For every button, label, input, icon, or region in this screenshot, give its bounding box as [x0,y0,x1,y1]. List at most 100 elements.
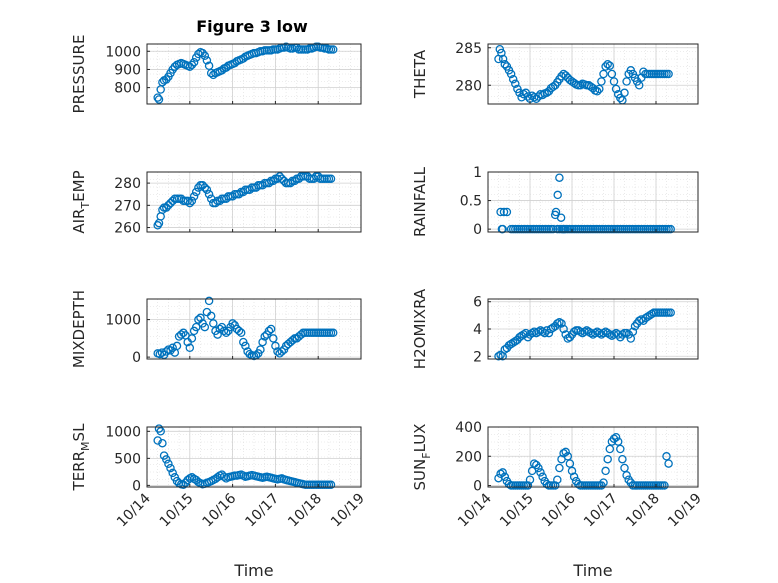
data-point [500,59,510,69]
data-point [544,328,554,338]
data-point [521,328,531,338]
data-point [607,69,617,79]
data-point [172,341,182,351]
data-point [618,330,627,339]
data-point [153,436,162,445]
data-point [209,70,218,80]
data-point [187,334,197,343]
data-point [548,82,558,91]
data-point [532,94,541,104]
data-point [213,473,222,482]
data-point [202,56,212,65]
y-tick-label: 280 [455,78,482,94]
data-point [183,196,192,206]
data-point [168,468,177,478]
data-point [620,88,629,98]
y-axis-label: H2OMIXRA [411,288,429,369]
x-tick-label: 10/17 [242,491,282,531]
data-point [309,174,319,183]
data-point [187,196,197,206]
data-point [234,189,244,199]
data-point [166,198,175,208]
data-point [647,309,657,319]
data-point [181,478,190,487]
data-point [154,95,164,104]
data-point [328,45,338,54]
data-point [499,207,509,217]
data-point [234,326,244,336]
data-point [563,452,573,461]
data-point [176,330,186,339]
data-point [538,327,547,336]
data-point [508,338,518,347]
data-point [497,224,507,234]
data-point [189,57,199,67]
data-point [588,330,598,339]
axes-box [487,43,699,105]
data-point [660,481,669,490]
data-point [574,326,583,335]
data-point [166,463,175,473]
data-point [613,437,623,446]
data-point [664,459,673,468]
data-point [553,190,562,200]
data-point [628,327,638,336]
y-tick-label: 1 [473,165,482,181]
data-point [498,54,508,64]
data-point [187,473,197,482]
data-point [550,481,560,490]
data-point [624,330,633,339]
data-point [576,327,585,336]
data-point [569,327,579,336]
data-point [204,61,214,71]
data-point [511,79,520,89]
subplot-terr_msl: 0 500 1000 10/14 10/15 10/16 10/17 10/18 10/19 Ti… [70,423,368,580]
data-point [508,74,518,84]
data-point [228,319,237,328]
data-point [534,463,543,473]
x-tick-label: 10/14 [455,490,495,530]
data-point [584,81,594,90]
data-point [506,69,516,79]
y-tick-label: 6 [473,295,482,311]
y-tick-label: 400 [455,420,482,436]
data-point [590,328,600,338]
y-tick-label: 200 [455,449,482,465]
data-point [504,479,514,489]
data-point [166,346,175,355]
data-point [538,90,547,100]
data-point [260,332,269,341]
data-point [525,475,535,484]
data-point [548,224,558,234]
data-point [574,479,583,489]
data-point [506,339,516,349]
data-point [553,319,562,328]
data-point [542,88,552,98]
data-point [538,472,547,482]
data-point [326,174,336,183]
data-point [170,62,180,71]
data-point [662,452,671,461]
data-point [191,187,201,197]
x-tick-label: 10/19 [328,491,368,531]
data-point [504,341,514,350]
data-point [494,352,503,361]
data-point [555,173,564,182]
data-point [204,296,214,306]
data-point [553,475,562,484]
data-point [200,51,210,61]
data-point [609,434,619,443]
x-tick-label: 10/16 [539,490,579,530]
data-point [179,480,188,490]
data-point [546,324,556,334]
data-point [200,183,210,192]
data-point [546,83,556,93]
data-point [567,466,577,476]
data-point [601,62,610,71]
y-tick-label: 280 [114,176,141,192]
y-axis-label: RAINFALL [411,166,429,237]
data-point [185,343,195,353]
data-point [582,326,591,335]
data-point [230,58,239,68]
data-point [495,44,505,54]
